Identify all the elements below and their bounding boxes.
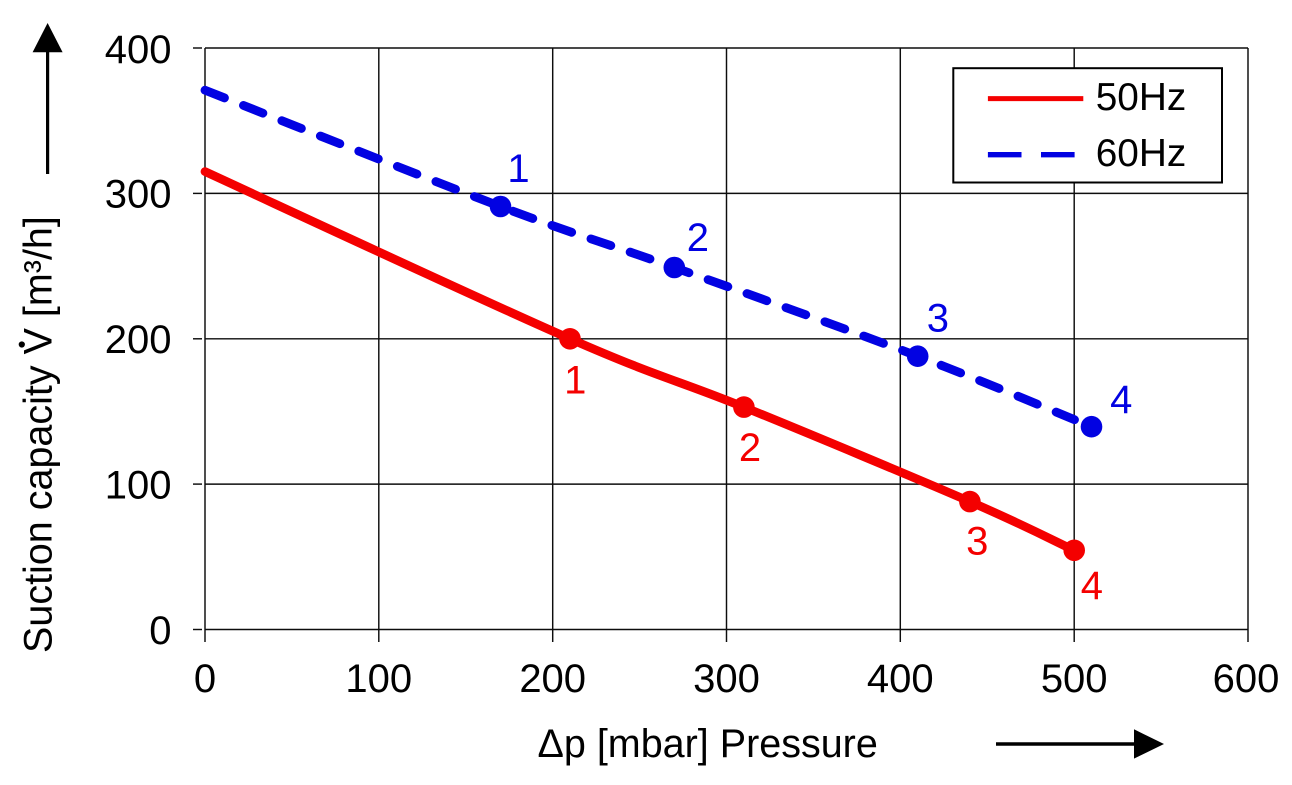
svg-text:600: 600: [1213, 657, 1280, 701]
svg-text:300: 300: [105, 173, 172, 217]
svg-text:200: 200: [519, 657, 586, 701]
svg-text:100: 100: [105, 463, 172, 507]
svg-text:300: 300: [693, 657, 760, 701]
svg-text:2: 2: [687, 216, 709, 260]
svg-text:400: 400: [105, 28, 172, 72]
svg-text:200: 200: [105, 318, 172, 362]
svg-text:60Hz: 60Hz: [1096, 132, 1187, 175]
svg-text:4: 4: [1110, 378, 1132, 422]
svg-text:500: 500: [1041, 657, 1108, 701]
svg-text:4: 4: [1081, 564, 1103, 608]
svg-text:400: 400: [867, 657, 934, 701]
svg-text:3: 3: [927, 297, 949, 341]
svg-text:1: 1: [507, 147, 529, 191]
svg-text:Δp [mbar] Pressure: Δp [mbar] Pressure: [538, 722, 878, 766]
svg-text:0: 0: [149, 609, 171, 653]
svg-text:0: 0: [194, 657, 216, 701]
svg-text:2: 2: [739, 426, 761, 470]
svg-text:100: 100: [345, 657, 412, 701]
svg-text:Suction capacity V [m³/h]: Suction capacity V [m³/h]: [16, 216, 60, 653]
svg-text:1: 1: [564, 358, 586, 402]
svg-text:3: 3: [966, 519, 988, 563]
svg-text:50Hz: 50Hz: [1096, 76, 1187, 119]
